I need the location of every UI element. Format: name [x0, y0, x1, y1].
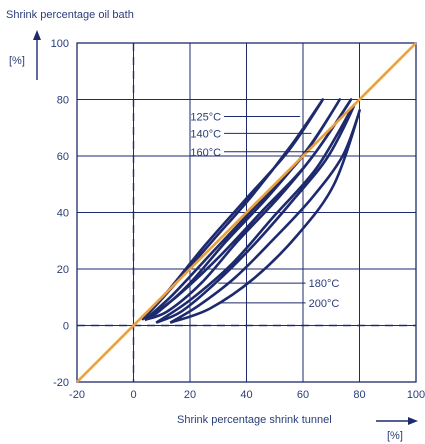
x-tick-label: 0 [130, 389, 136, 401]
x-tick-label: 100 [407, 389, 425, 401]
x-tick-label: 40 [240, 389, 252, 401]
annotation-label-140c: 140°C [190, 128, 221, 140]
x-axis-unit: [%] [387, 430, 403, 442]
annotation-label-200c: 200°C [309, 298, 340, 310]
annotation-label-180c: 180°C [309, 278, 340, 290]
diagonal-reference-line [76, 42, 417, 383]
x-tick-label: 60 [297, 389, 309, 401]
y-tick-label: -20 [53, 377, 69, 389]
x-tick-label: 80 [353, 389, 365, 401]
series-line-180c [155, 103, 356, 324]
y-tick-label: 40 [57, 208, 69, 220]
y-axis-unit: [%] [9, 55, 25, 67]
x-tick-label: 20 [184, 389, 196, 401]
series-line-125c [141, 98, 325, 321]
annotation-layer: 125°C 140°C 160°C 180°C 200°C [190, 111, 339, 309]
x-tick-label: -20 [69, 389, 85, 401]
y-tick-label: 0 [63, 321, 69, 333]
y-tick-label: 60 [57, 151, 69, 163]
y-axis-title: Shrink percentage oil bath [6, 9, 134, 21]
y-tick-label: 20 [57, 264, 69, 276]
y-tick-label: 100 [51, 38, 69, 50]
annotation-label-160c: 160°C [190, 147, 221, 159]
plot-frame [76, 42, 417, 383]
y-tick-label: 80 [57, 95, 69, 107]
x-axis-title: Shrink percentage shrink tunnel [177, 414, 332, 426]
diagonal-layer [76, 42, 417, 383]
series-line-200c [169, 109, 361, 324]
tick-label-layer: -20 0 20 40 60 80 100 -20 0 20 40 60 80 100 [51, 38, 425, 401]
series-line-160c [144, 98, 353, 322]
axis-arrows [33, 30, 418, 425]
x-axis-arrowhead [408, 417, 418, 425]
annotation-label-125c: 125°C [190, 111, 221, 123]
y-axis-arrowhead [33, 30, 41, 40]
